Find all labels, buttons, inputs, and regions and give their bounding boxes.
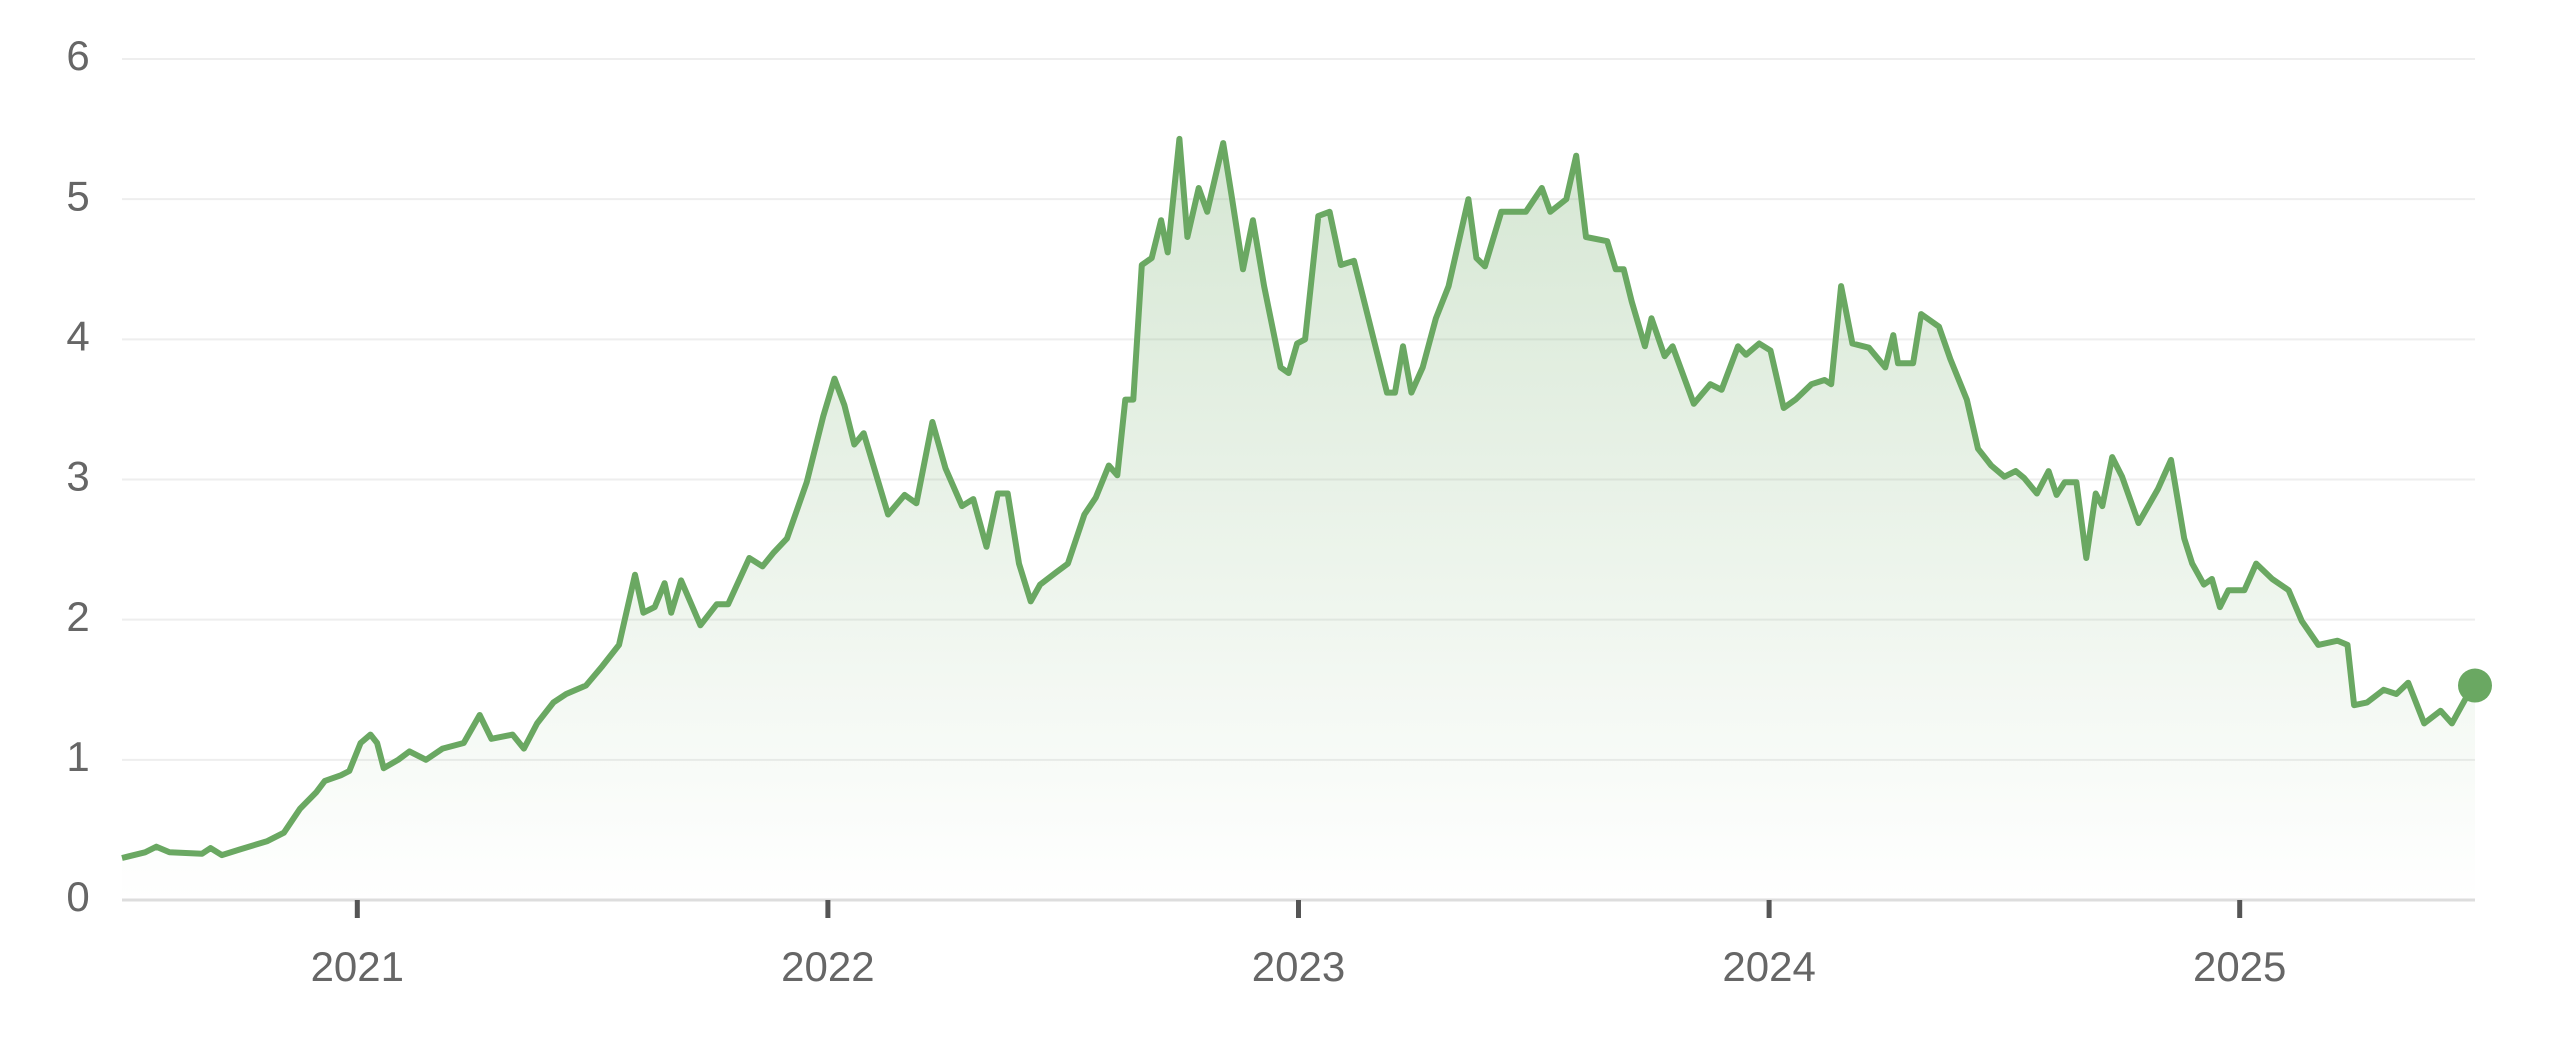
- y-tick-label: 4: [66, 312, 89, 359]
- y-tick-label: 1: [66, 733, 89, 780]
- area: [122, 138, 2475, 900]
- x-tick-label: 2025: [2193, 943, 2286, 990]
- x-tick-label: 2021: [311, 943, 404, 990]
- x-tick-label: 2023: [1252, 943, 1345, 990]
- y-tick-label: 6: [66, 32, 89, 79]
- x-tick-label: 2024: [1722, 943, 1815, 990]
- x-tick-label: 2022: [781, 943, 874, 990]
- y-tick-label: 2: [66, 593, 89, 640]
- end-dot: [2458, 668, 2492, 703]
- line: [121, 135, 2478, 861]
- y-tick-label: 0: [66, 873, 89, 920]
- y-tick-label: 5: [66, 172, 89, 219]
- y-tick-label: 3: [66, 453, 89, 500]
